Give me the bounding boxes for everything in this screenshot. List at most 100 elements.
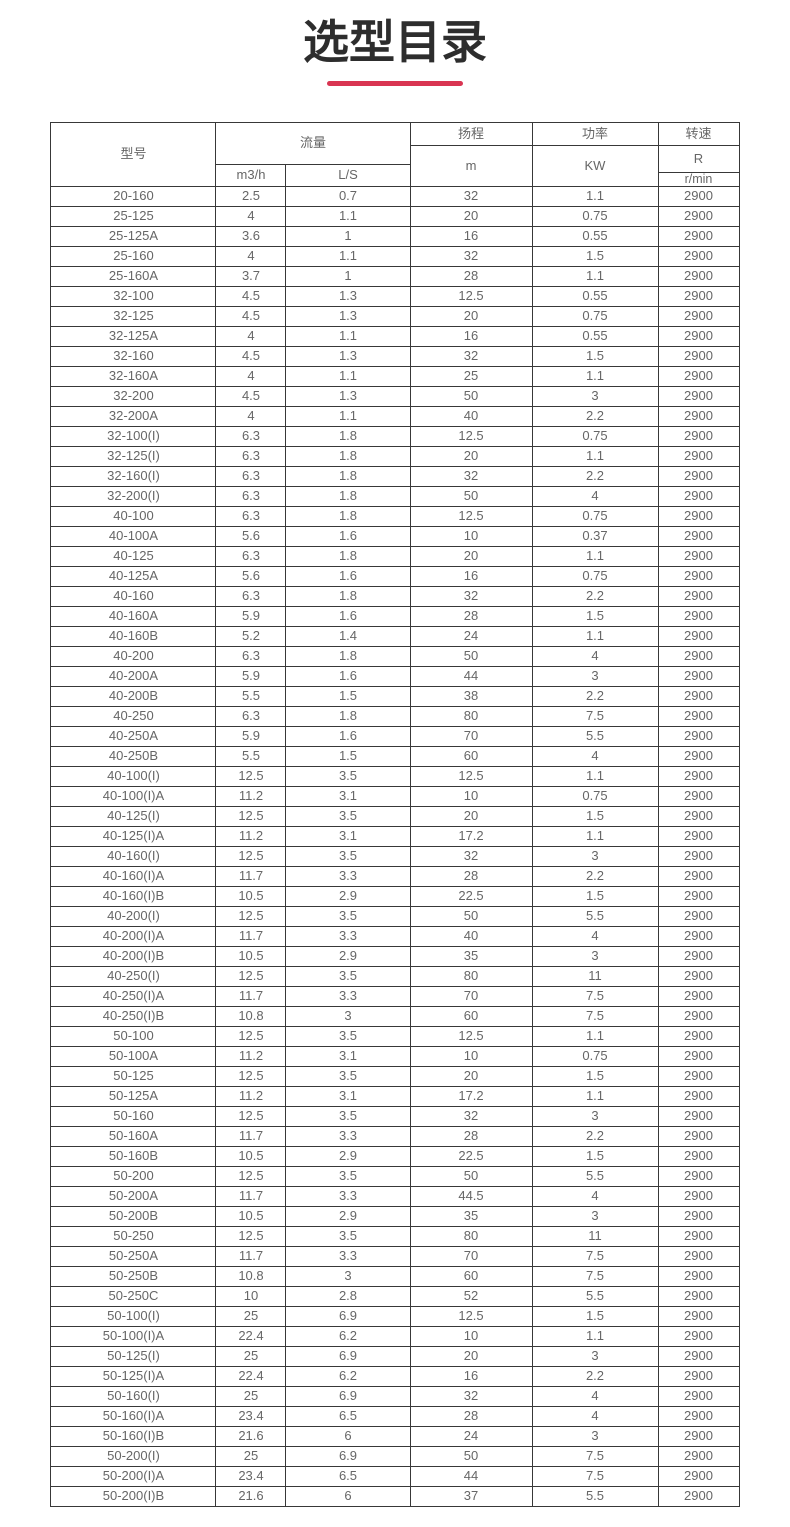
cell-model: 40-200(I)B <box>50 945 217 967</box>
table-row: 50-160A 11.7 3.3 28 2.2 2900 <box>50 1125 740 1147</box>
cell-flow-m3h: 6.3 <box>215 645 287 667</box>
table-row: 40-250B 5.5 1.5 60 4 2900 <box>50 745 740 767</box>
cell-head-m: 32 <box>409 1385 533 1407</box>
cell-power-kw: 0.75 <box>531 205 659 227</box>
cell-flow-ls: 6.9 <box>285 1445 411 1467</box>
cell-head-m: 12.5 <box>409 1305 533 1327</box>
table-row: 32-125A 4 1.1 16 0.55 2900 <box>50 325 740 347</box>
table-row: 40-100(I)A 11.2 3.1 10 0.75 2900 <box>50 785 740 807</box>
cell-power-kw: 5.5 <box>531 905 659 927</box>
cell-flow-m3h: 11.2 <box>215 785 287 807</box>
cell-power-kw: 7.5 <box>531 985 659 1007</box>
cell-model: 32-160(I) <box>50 465 217 487</box>
cell-power-kw: 1.1 <box>531 185 659 207</box>
cell-head-m: 80 <box>409 705 533 727</box>
col-header-head: 扬程 <box>409 121 533 146</box>
cell-head-m: 28 <box>409 265 533 287</box>
cell-head-m: 16 <box>409 1365 533 1387</box>
cell-model: 50-200B <box>50 1205 217 1227</box>
cell-power-kw: 1.5 <box>531 605 659 627</box>
cell-power-kw: 7.5 <box>531 1245 659 1267</box>
cell-power-kw: 1.1 <box>531 265 659 287</box>
cell-power-kw: 4 <box>531 1185 659 1207</box>
cell-flow-ls: 1.8 <box>285 705 411 727</box>
table-row: 40-125 6.3 1.8 20 1.1 2900 <box>50 545 740 567</box>
cell-flow-ls: 6.5 <box>285 1405 411 1427</box>
table-row: 50-200B 10.5 2.9 35 3 2900 <box>50 1205 740 1227</box>
cell-head-m: 70 <box>409 985 533 1007</box>
cell-flow-ls: 3.5 <box>285 1105 411 1127</box>
table-row: 40-160A 5.9 1.6 28 1.5 2900 <box>50 605 740 627</box>
table-row: 40-160(I)A 11.7 3.3 28 2.2 2900 <box>50 865 740 887</box>
cell-flow-m3h: 5.5 <box>215 685 287 707</box>
cell-flow-ls: 3 <box>285 1005 411 1027</box>
cell-head-m: 25 <box>409 365 533 387</box>
cell-head-m: 12.5 <box>409 505 533 527</box>
cell-power-kw: 7.5 <box>531 1465 659 1487</box>
cell-flow-m3h: 4 <box>215 365 287 387</box>
cell-flow-m3h: 25 <box>215 1345 287 1367</box>
cell-model: 20-160 <box>50 185 217 207</box>
cell-speed-rmin: 2900 <box>657 625 740 647</box>
cell-speed-rmin: 2900 <box>657 1385 740 1407</box>
cell-model: 32-125 <box>50 305 217 327</box>
table-row: 50-200 12.5 3.5 50 5.5 2900 <box>50 1165 740 1187</box>
cell-speed-rmin: 2900 <box>657 305 740 327</box>
cell-model: 32-125A <box>50 325 217 347</box>
cell-model: 50-200A <box>50 1185 217 1207</box>
cell-power-kw: 4 <box>531 485 659 507</box>
table-row: 32-125(I) 6.3 1.8 20 1.1 2900 <box>50 445 740 467</box>
cell-speed-rmin: 2900 <box>657 245 740 267</box>
cell-speed-rmin: 2900 <box>657 285 740 307</box>
cell-model: 32-100(I) <box>50 425 217 447</box>
cell-model: 32-125(I) <box>50 445 217 467</box>
cell-model: 50-100(I)A <box>50 1325 217 1347</box>
col-header-power: 功率 <box>531 121 659 146</box>
cell-flow-m3h: 22.4 <box>215 1325 287 1347</box>
table-row: 32-160 4.5 1.3 32 1.5 2900 <box>50 345 740 367</box>
cell-flow-m3h: 4 <box>215 245 287 267</box>
cell-power-kw: 1.1 <box>531 1325 659 1347</box>
cell-flow-m3h: 4.5 <box>215 305 287 327</box>
cell-head-m: 44 <box>409 1465 533 1487</box>
cell-power-kw: 3 <box>531 385 659 407</box>
cell-model: 25-125 <box>50 205 217 227</box>
table-row: 50-100A 11.2 3.1 10 0.75 2900 <box>50 1045 740 1067</box>
cell-flow-m3h: 11.2 <box>215 1085 287 1107</box>
cell-head-m: 32 <box>409 185 533 207</box>
cell-head-m: 32 <box>409 345 533 367</box>
cell-head-m: 40 <box>409 405 533 427</box>
table-row: 50-125A 11.2 3.1 17.2 1.1 2900 <box>50 1085 740 1107</box>
table-row: 32-160(I) 6.3 1.8 32 2.2 2900 <box>50 465 740 487</box>
cell-speed-rmin: 2900 <box>657 965 740 987</box>
cell-flow-ls: 1.6 <box>285 725 411 747</box>
cell-power-kw: 1.1 <box>531 825 659 847</box>
cell-flow-ls: 0.7 <box>285 185 411 207</box>
cell-head-m: 20 <box>409 305 533 327</box>
cell-power-kw: 0.75 <box>531 425 659 447</box>
cell-model: 40-160(I) <box>50 845 217 867</box>
cell-flow-m3h: 10.5 <box>215 945 287 967</box>
cell-power-kw: 0.37 <box>531 525 659 547</box>
cell-flow-ls: 1.6 <box>285 565 411 587</box>
cell-flow-ls: 1 <box>285 225 411 247</box>
cell-flow-ls: 1.1 <box>285 365 411 387</box>
cell-flow-m3h: 23.4 <box>215 1465 287 1487</box>
cell-head-m: 16 <box>409 225 533 247</box>
cell-head-m: 35 <box>409 1205 533 1227</box>
cell-speed-rmin: 2900 <box>657 505 740 527</box>
cell-flow-ls: 1.6 <box>285 665 411 687</box>
cell-speed-rmin: 2900 <box>657 385 740 407</box>
cell-flow-m3h: 2.5 <box>215 185 287 207</box>
cell-power-kw: 1.1 <box>531 365 659 387</box>
table-row: 40-160B 5.2 1.4 24 1.1 2900 <box>50 625 740 647</box>
cell-flow-m3h: 12.5 <box>215 1105 287 1127</box>
table-row: 50-100 12.5 3.5 12.5 1.1 2900 <box>50 1025 740 1047</box>
cell-head-m: 17.2 <box>409 1085 533 1107</box>
cell-power-kw: 0.75 <box>531 505 659 527</box>
cell-model: 40-160A <box>50 605 217 627</box>
cell-head-m: 50 <box>409 385 533 407</box>
col-header-head-unit: m <box>409 144 533 187</box>
cell-head-m: 20 <box>409 205 533 227</box>
table-row: 25-160 4 1.1 32 1.5 2900 <box>50 245 740 267</box>
